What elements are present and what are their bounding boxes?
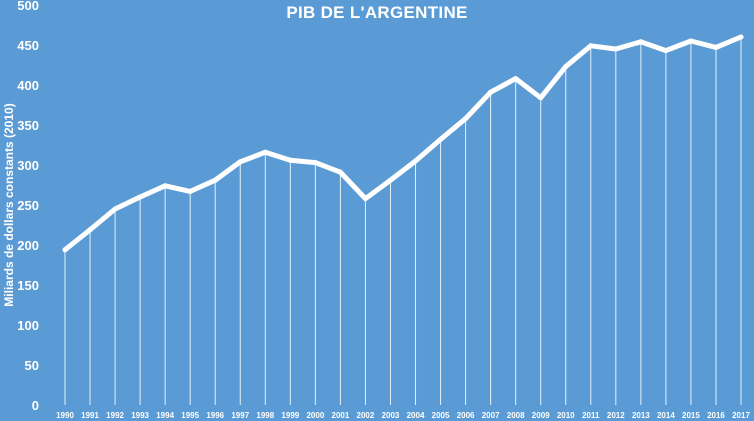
data-point [613,46,619,52]
data-point [312,160,318,166]
data-point [162,183,168,189]
x-tick-label: 2000 [306,411,324,420]
y-tick-label: 400 [17,78,39,93]
x-tick-label: 2002 [357,411,375,420]
data-point [713,44,719,50]
data-point [187,188,193,194]
x-tick-label: 2005 [432,411,450,420]
data-point [538,95,544,101]
x-tick-label: 2006 [457,411,475,420]
x-tick-label: 1994 [156,411,174,420]
data-point [387,177,393,183]
data-point [137,194,143,200]
data-point [112,206,118,212]
y-tick-label: 200 [17,238,39,253]
data-point [638,39,644,45]
y-tick-label: 450 [17,38,39,53]
y-tick-label: 150 [17,278,39,293]
x-tick-label: 2010 [557,411,575,420]
x-tick-label: 1991 [81,411,99,420]
data-point [513,76,519,82]
data-point [738,34,744,40]
x-tick-label: 1995 [181,411,199,420]
data-point [663,48,669,54]
data-point [563,64,569,70]
data-point [362,196,368,202]
x-tick-label: 2001 [332,411,350,420]
y-tick-label: 250 [17,198,39,213]
data-point [262,149,268,155]
series-line [62,34,744,253]
data-point [413,158,419,164]
x-tick-label: 2008 [507,411,525,420]
y-tick-label: 0 [32,398,39,413]
x-tick-label: 2017 [732,411,750,420]
x-tick-label: 1996 [206,411,224,420]
y-tick-label: 300 [17,158,39,173]
x-tick-label: 1992 [106,411,124,420]
x-tick-label: 1993 [131,411,149,420]
x-tick-label: 1997 [231,411,249,420]
x-tick-label: 2013 [632,411,650,420]
data-point [287,157,293,163]
data-point [438,136,444,142]
x-tick-label: 2015 [682,411,700,420]
x-tick-label: 1990 [56,411,74,420]
y-tick-label: 50 [25,358,39,373]
data-point [237,159,243,165]
data-point [212,177,218,183]
data-point [688,38,694,44]
x-tick-label: 2004 [407,411,425,420]
chart-title: PIB DE L'ARGENTINE [286,3,468,22]
x-tick-label: 2011 [582,411,600,420]
data-point [488,89,494,95]
y-tick-label: 500 [17,0,39,13]
x-tick-label: 1998 [256,411,274,420]
data-point [62,247,68,253]
x-tick-label: 2007 [482,411,500,420]
data-point [588,43,594,49]
data-point [463,116,469,122]
x-tick-label: 2012 [607,411,625,420]
x-tick-label: 2003 [382,411,400,420]
data-point [337,169,343,175]
x-tick-label: 2009 [532,411,550,420]
x-tick-label: 2014 [657,411,675,420]
x-tick-label: 2016 [707,411,725,420]
y-tick-label: 100 [17,318,39,333]
y-tick-label: 350 [17,118,39,133]
data-point [87,227,93,233]
x-tick-label: 1999 [281,411,299,420]
